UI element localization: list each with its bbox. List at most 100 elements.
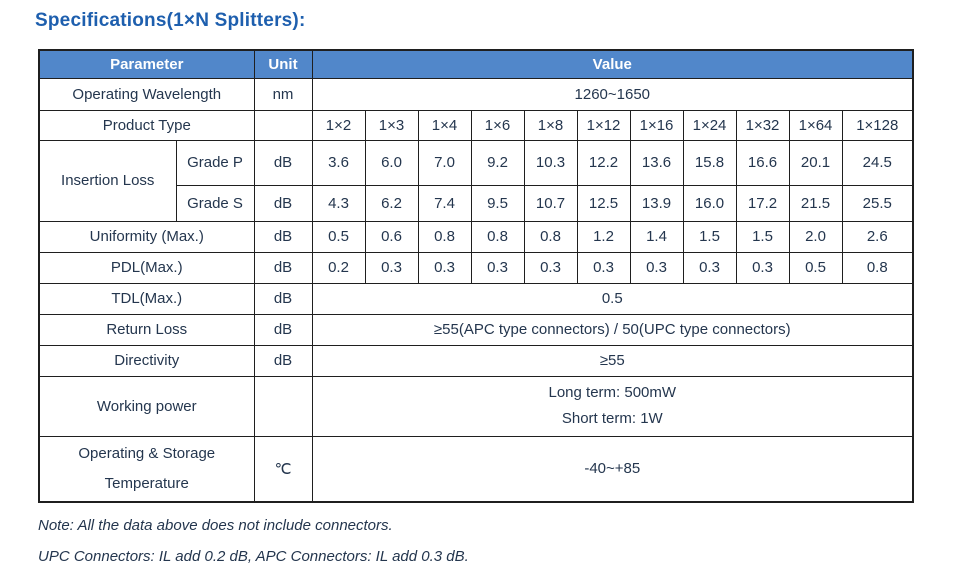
cell-uniformity: 2.6 <box>841 220 914 253</box>
header-parameter: Parameter <box>38 49 255 79</box>
cell-il-s: 6.2 <box>364 184 419 222</box>
cell-label-product-type: Product Type <box>38 109 255 141</box>
working-power-short-term: Short term: 1W <box>561 410 663 427</box>
cell-pdl: 0.3 <box>364 251 419 284</box>
row-uniformity: Uniformity (Max.) dB 0.5 0.6 0.8 0.8 0.8… <box>38 220 914 253</box>
cell-label-directivity: Directivity <box>38 344 255 377</box>
cell-il-p: 3.6 <box>311 139 366 186</box>
cell-unit-pdl: dB <box>253 251 313 284</box>
cell-unit-grade-s: dB <box>253 184 313 222</box>
cell-value-tdl: 0.5 <box>311 282 914 315</box>
cell-label-tdl: TDL(Max.) <box>38 282 255 315</box>
cell-il-p: 10.3 <box>523 139 578 186</box>
cell-il-p: 12.2 <box>576 139 631 186</box>
cell-uniformity: 0.8 <box>417 220 472 253</box>
cell-pdl: 0.3 <box>682 251 737 284</box>
cell-unit-temperature: ℃ <box>253 435 313 502</box>
row-tdl: TDL(Max.) dB 0.5 <box>38 282 914 315</box>
cell-label-working-power: Working power <box>38 375 255 437</box>
note-connectors: Note: All the data above does not includ… <box>38 516 393 534</box>
row-pdl: PDL(Max.) dB 0.2 0.3 0.3 0.3 0.3 0.3 0.3… <box>38 251 914 284</box>
cell-uniformity: 0.8 <box>470 220 525 253</box>
row-insertion-loss-grade-p: Insertion Loss Grade P dB 3.6 6.0 7.0 9.… <box>38 139 914 222</box>
cell-il-p: 7.0 <box>417 139 472 186</box>
cell-unit-product-type <box>253 109 313 141</box>
cell-il-s: 10.7 <box>523 184 578 222</box>
cell-label-insertion-loss: Insertion Loss <box>38 139 177 222</box>
row-temperature: Operating & Storage Temperature ℃ -40~+8… <box>38 435 914 502</box>
cell-unit-operating-wavelength: nm <box>253 77 313 111</box>
cell-sublabel-grade-p: Grade P <box>175 139 255 186</box>
spec-table: Parameter Unit Value Operating Wavelengt… <box>38 49 915 503</box>
cell-il-s: 17.2 <box>735 184 790 222</box>
cell-pdl: 0.3 <box>576 251 631 284</box>
cell-product-type: 1×64 <box>788 109 843 141</box>
cell-il-s: 9.5 <box>470 184 525 222</box>
cell-il-s: 16.0 <box>682 184 737 222</box>
cell-uniformity: 1.5 <box>735 220 790 253</box>
cell-unit-grade-p: dB <box>253 139 313 186</box>
cell-pdl: 0.8 <box>841 251 914 284</box>
cell-product-type: 1×128 <box>841 109 914 141</box>
cell-label-return-loss: Return Loss <box>38 313 255 346</box>
cell-product-type: 1×12 <box>576 109 631 141</box>
cell-il-s: 4.3 <box>311 184 366 222</box>
cell-il-p: 15.8 <box>682 139 737 186</box>
cell-product-type: 1×16 <box>629 109 684 141</box>
cell-product-type: 1×8 <box>523 109 578 141</box>
row-insertion-loss-grade-s: Grade S dB 4.3 6.2 7.4 9.5 10.7 12.5 13.… <box>39 184 914 222</box>
cell-il-p: 6.0 <box>364 139 419 186</box>
spec-sheet-page: Specifications(1×N Splitters): Parameter… <box>35 10 962 565</box>
cell-pdl: 0.2 <box>311 251 366 284</box>
cell-uniformity: 0.8 <box>523 220 578 253</box>
cell-il-p: 24.5 <box>841 139 914 186</box>
cell-label-temperature: Operating & Storage Temperature <box>38 435 255 502</box>
cell-il-s: 12.5 <box>576 184 631 222</box>
cell-pdl: 0.5 <box>788 251 843 284</box>
cell-il-p: 9.2 <box>470 139 525 186</box>
cell-il-p: 13.6 <box>629 139 684 186</box>
table-header-row: Parameter Unit Value <box>38 49 914 79</box>
cell-value-return-loss: ≥55(APC type connectors) / 50(UPC type c… <box>311 313 914 346</box>
cell-il-s: 21.5 <box>788 184 843 222</box>
cell-product-type: 1×32 <box>735 109 790 141</box>
cell-product-type: 1×4 <box>417 109 472 141</box>
row-return-loss: Return Loss dB ≥55(APC type connectors) … <box>38 313 914 346</box>
cell-pdl: 0.3 <box>523 251 578 284</box>
cell-il-p: 20.1 <box>788 139 843 186</box>
cell-product-type: 1×24 <box>682 109 737 141</box>
notes-section: Note: All the data above does not includ… <box>38 517 962 565</box>
working-power-long-term: Long term: 500mW <box>548 384 677 401</box>
cell-uniformity: 1.5 <box>682 220 737 253</box>
cell-sublabel-grade-s: Grade S <box>175 184 255 222</box>
page-title: Specifications(1×N Splitters): <box>35 10 306 31</box>
cell-il-s: 7.4 <box>417 184 472 222</box>
cell-il-p: 16.6 <box>735 139 790 186</box>
row-product-type: Product Type 1×2 1×3 1×4 1×6 1×8 1×12 1×… <box>38 109 914 141</box>
cell-unit-working-power <box>253 375 313 437</box>
cell-value-directivity: ≥55 <box>311 344 914 377</box>
cell-pdl: 0.3 <box>417 251 472 284</box>
cell-uniformity: 2.0 <box>788 220 843 253</box>
cell-value-temperature: -40~+85 <box>311 435 914 502</box>
cell-unit-tdl: dB <box>253 282 313 315</box>
header-value: Value <box>311 49 914 79</box>
cell-label-operating-wavelength: Operating Wavelength <box>38 77 255 111</box>
cell-unit-uniformity: dB <box>253 220 313 253</box>
cell-uniformity: 0.6 <box>364 220 419 253</box>
cell-product-type: 1×6 <box>470 109 525 141</box>
cell-il-s: 13.9 <box>629 184 684 222</box>
row-working-power: Working power Long term: 500mW Short ter… <box>38 375 914 437</box>
cell-il-s: 25.5 <box>841 184 914 222</box>
cell-uniformity: 1.2 <box>576 220 631 253</box>
cell-unit-directivity: dB <box>253 344 313 377</box>
cell-value-working-power: Long term: 500mW Short term: 1W <box>311 375 914 437</box>
cell-product-type: 1×3 <box>364 109 419 141</box>
note-il-add: UPC Connectors: IL add 0.2 dB, APC Conne… <box>38 547 469 565</box>
cell-value-operating-wavelength: 1260~1650 <box>311 77 914 111</box>
cell-label-uniformity: Uniformity (Max.) <box>38 220 255 253</box>
cell-uniformity: 0.5 <box>311 220 366 253</box>
cell-label-pdl: PDL(Max.) <box>38 251 255 284</box>
cell-unit-return-loss: dB <box>253 313 313 346</box>
cell-uniformity: 1.4 <box>629 220 684 253</box>
